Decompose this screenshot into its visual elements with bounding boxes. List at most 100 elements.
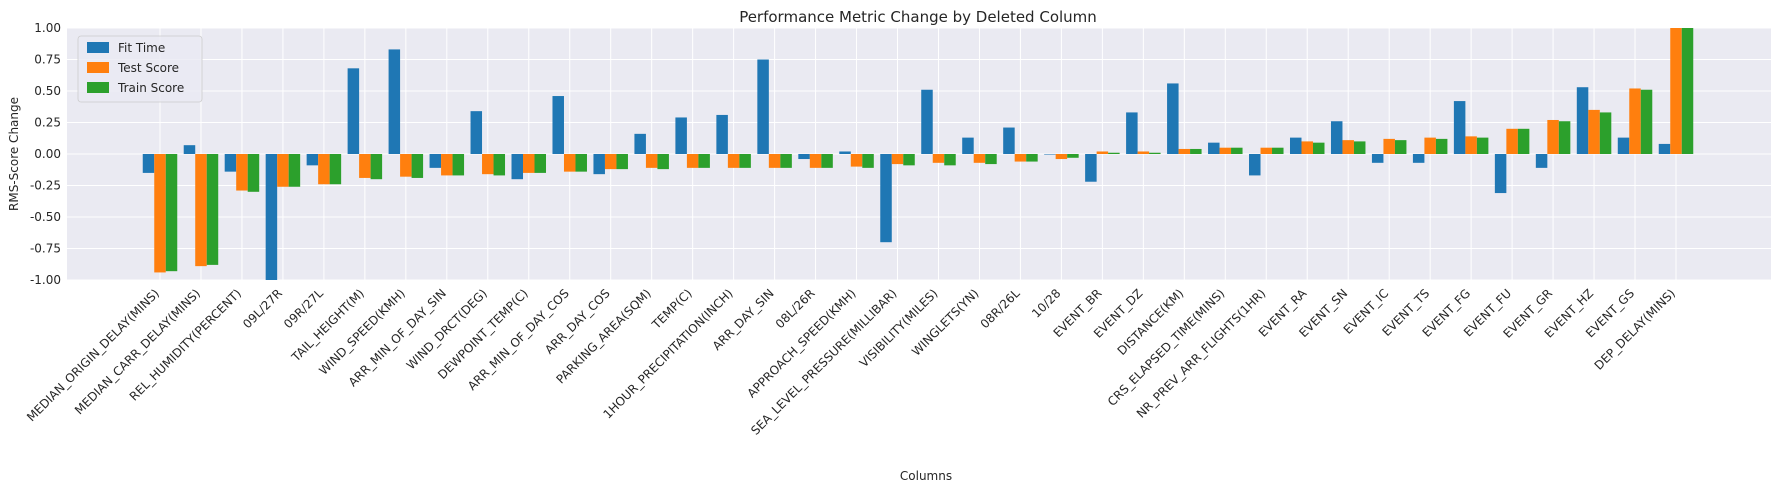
bar-fit-time bbox=[757, 59, 769, 154]
y-tick-label: -0.75 bbox=[30, 242, 61, 256]
bar-test-score bbox=[195, 154, 207, 267]
bar-fit-time bbox=[1617, 137, 1630, 154]
bar-train-score bbox=[780, 154, 792, 168]
bar-fit-time bbox=[880, 154, 892, 243]
x-tick-label: 10/28 bbox=[1029, 286, 1063, 320]
bar-test-score bbox=[236, 154, 248, 191]
bar-test-score bbox=[686, 154, 699, 168]
bar-train-score bbox=[1231, 147, 1243, 154]
bar-fit-time bbox=[634, 133, 646, 154]
bar-test-score bbox=[1219, 147, 1232, 154]
x-axis-label: Columns bbox=[900, 469, 952, 483]
y-tick-label: 0.25 bbox=[34, 116, 61, 130]
bar-test-score bbox=[482, 154, 494, 175]
bar-fit-time bbox=[716, 114, 728, 154]
y-tick-labels: -1.00 -0.75 -0.50 -0.25 0.00 0.25 0.50 0.75 1.00 bbox=[30, 21, 61, 287]
bar-train-score bbox=[821, 154, 833, 168]
legend-label-train-score: Train Score bbox=[117, 81, 184, 95]
bar-test-score bbox=[973, 154, 986, 163]
bar-test-score bbox=[1670, 28, 1682, 154]
bar-train-score bbox=[329, 154, 342, 185]
bar-test-score bbox=[1629, 88, 1641, 154]
legend-swatch-train-score bbox=[87, 82, 109, 93]
bar-test-score bbox=[850, 154, 863, 167]
bar-train-score bbox=[1067, 154, 1079, 158]
bar-train-score bbox=[247, 154, 260, 192]
y-tick-label: -0.25 bbox=[30, 179, 61, 193]
x-tick-label: TAIL_HEIGHT(M) bbox=[288, 286, 367, 365]
bar-fit-time bbox=[1658, 143, 1671, 154]
bar-train-score bbox=[985, 154, 997, 165]
bar-train-score bbox=[657, 154, 669, 170]
bar-train-score bbox=[1312, 142, 1325, 154]
bar-train-score bbox=[370, 154, 383, 180]
bar-train-score bbox=[1599, 112, 1612, 154]
bar-test-score bbox=[1137, 151, 1150, 154]
legend-label-test-score: Test Score bbox=[117, 61, 179, 75]
bar-fit-time bbox=[224, 154, 237, 172]
bar-fit-time bbox=[1289, 137, 1302, 154]
y-tick-label: -0.50 bbox=[30, 210, 61, 224]
bar-test-score bbox=[1055, 154, 1068, 160]
bar-test-score bbox=[563, 154, 576, 172]
bar-fit-time bbox=[1249, 154, 1261, 176]
bar-fit-time bbox=[388, 49, 401, 154]
bar-test-score bbox=[277, 154, 289, 187]
bar-fit-time bbox=[675, 117, 687, 154]
bar-fit-time bbox=[265, 154, 278, 280]
bar-fit-time bbox=[306, 154, 319, 166]
bar-test-score bbox=[154, 154, 166, 273]
bars bbox=[142, 28, 1694, 280]
bar-fit-time bbox=[839, 151, 851, 154]
chart-title: Performance Metric Change by Deleted Col… bbox=[739, 8, 1097, 26]
bar-test-score bbox=[441, 154, 453, 176]
legend-label-fit-time: Fit Time bbox=[118, 41, 165, 55]
x-tick-label: DEP_DELAY(MINS) bbox=[1592, 286, 1678, 372]
bar-train-score bbox=[903, 154, 915, 166]
bar-train-score bbox=[206, 154, 219, 265]
bar-train-score bbox=[1435, 138, 1448, 154]
bar-fit-time bbox=[1167, 83, 1179, 154]
y-tick-label: 1.00 bbox=[34, 21, 61, 35]
bar-train-score bbox=[1476, 137, 1489, 154]
bar-train-score bbox=[1681, 28, 1694, 154]
bar-fit-time bbox=[1003, 127, 1015, 154]
bar-train-score bbox=[1640, 89, 1653, 154]
bar-test-score bbox=[1301, 141, 1313, 154]
bar-train-score bbox=[698, 154, 710, 168]
bar-train-score bbox=[452, 154, 465, 176]
y-axis-label: RMS-Score Change bbox=[7, 97, 21, 211]
bar-fit-time bbox=[470, 111, 483, 154]
bar-test-score bbox=[604, 154, 617, 170]
bar-fit-time bbox=[921, 89, 933, 154]
bar-fit-time bbox=[429, 154, 442, 168]
bar-train-score bbox=[1517, 128, 1530, 154]
bar-test-score bbox=[318, 154, 330, 185]
bar-fit-time bbox=[798, 154, 810, 160]
y-tick-label: -1.00 bbox=[30, 273, 61, 287]
legend-swatch-fit-time bbox=[87, 42, 109, 53]
bar-test-score bbox=[400, 154, 412, 177]
bar-train-score bbox=[165, 154, 178, 272]
x-tick-labels: MEDIAN_ORIGIN_DELAY(MINS)MEDIAN_CARR_DEL… bbox=[24, 286, 1678, 438]
bar-train-score bbox=[1353, 141, 1366, 154]
bar-fit-time bbox=[593, 154, 605, 175]
x-tick-label: SEA_LEVEL_PRESSURE(MILLIBAR) bbox=[748, 286, 899, 437]
bar-train-score bbox=[1394, 140, 1407, 154]
x-tick-label: 08R/26L bbox=[978, 286, 1023, 331]
y-tick-label: 0.00 bbox=[34, 147, 61, 161]
bar-train-score bbox=[534, 154, 547, 173]
bar-fit-time bbox=[183, 145, 196, 154]
bar-test-score bbox=[1547, 119, 1559, 154]
bar-fit-time bbox=[1330, 121, 1343, 154]
bar-test-score bbox=[809, 154, 822, 168]
bar-fit-time bbox=[142, 154, 155, 173]
bar-test-score bbox=[645, 154, 658, 168]
bar-fit-time bbox=[1085, 154, 1097, 182]
bar-fit-time bbox=[1453, 101, 1466, 154]
bar-test-score bbox=[1465, 136, 1477, 154]
bar-test-score bbox=[1424, 137, 1436, 154]
bar-test-score bbox=[932, 154, 945, 163]
